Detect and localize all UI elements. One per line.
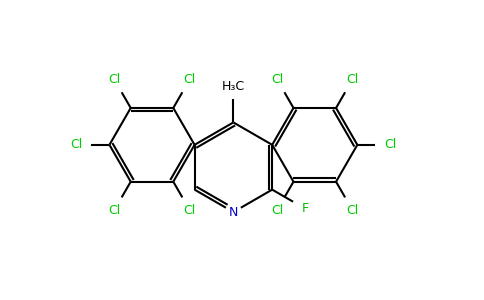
Text: Cl: Cl bbox=[271, 204, 283, 217]
Text: Cl: Cl bbox=[183, 73, 196, 86]
Text: Cl: Cl bbox=[108, 73, 121, 86]
Text: F: F bbox=[302, 202, 309, 215]
Text: Cl: Cl bbox=[346, 73, 359, 86]
Text: Cl: Cl bbox=[108, 204, 121, 217]
Text: H₃C: H₃C bbox=[222, 80, 245, 93]
Text: Cl: Cl bbox=[346, 204, 359, 217]
Text: Cl: Cl bbox=[384, 138, 396, 151]
Text: Cl: Cl bbox=[271, 73, 283, 86]
Text: N: N bbox=[229, 206, 238, 218]
Text: Cl: Cl bbox=[71, 138, 83, 151]
Text: Cl: Cl bbox=[183, 204, 196, 217]
